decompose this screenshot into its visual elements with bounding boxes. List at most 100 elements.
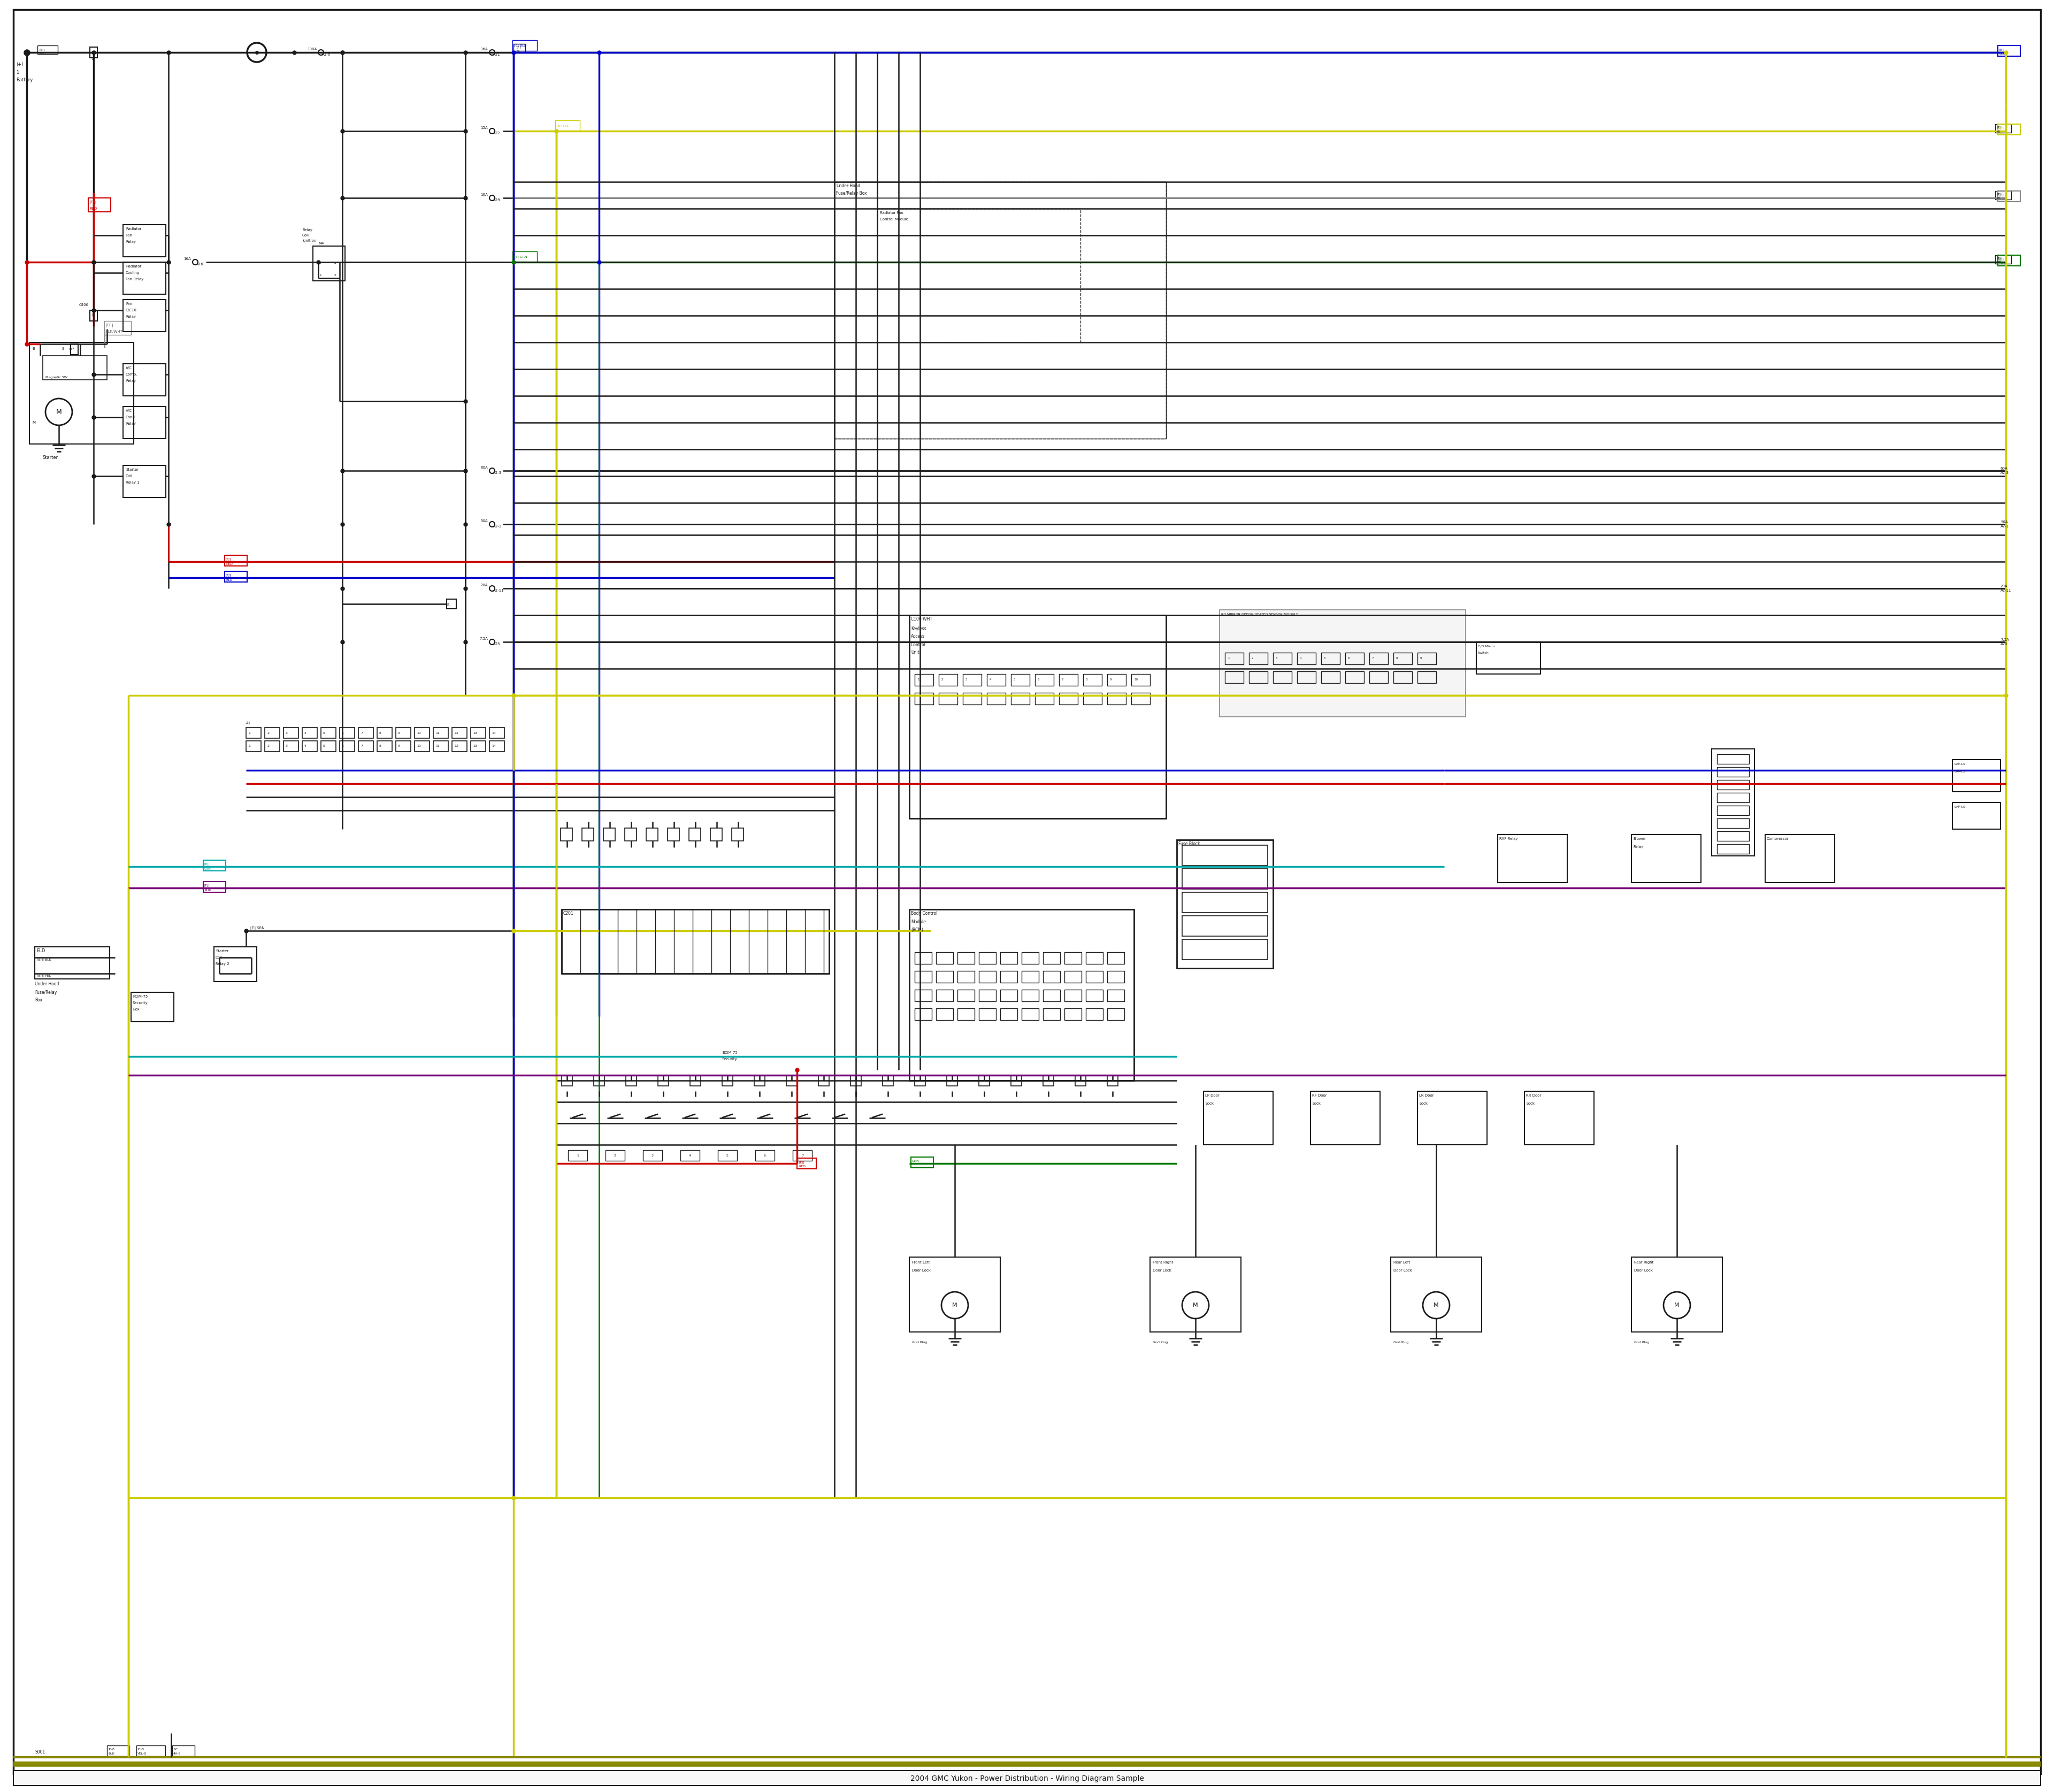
Bar [433, 740, 448, 751]
Bar [797, 1158, 815, 1168]
Bar [626, 1075, 637, 1086]
Text: PUR: PUR [203, 889, 212, 891]
Text: 7: 7 [362, 745, 364, 747]
Text: [E] YEL: [E] YEL [557, 124, 569, 127]
Text: Fuse/Relay Box: Fuse/Relay Box [836, 192, 867, 195]
Text: [EI]: [EI] [39, 48, 45, 52]
Bar [647, 828, 657, 840]
Text: A2-11: A2-11 [493, 590, 503, 591]
Bar [604, 828, 614, 840]
Bar [1717, 806, 1750, 815]
Bar [1224, 672, 1243, 683]
Bar [511, 251, 536, 262]
Bar [1064, 1009, 1082, 1020]
Text: C201: C201 [563, 912, 573, 916]
Text: 8: 8 [380, 745, 382, 747]
Text: 13: 13 [472, 731, 477, 735]
Bar [246, 740, 261, 751]
Text: Radiator: Radiator [125, 265, 142, 269]
Bar [1249, 672, 1267, 683]
Bar [957, 952, 974, 964]
Text: A/C: A/C [125, 409, 131, 412]
Text: B: B [448, 604, 450, 607]
Text: LAP-LS: LAP-LS [1953, 763, 1966, 765]
Bar [1999, 192, 2021, 202]
Bar [731, 828, 744, 840]
Text: 15A: 15A [481, 125, 489, 129]
Bar [123, 224, 166, 256]
Bar [1060, 694, 1078, 704]
Text: Door Lock: Door Lock [1152, 1269, 1171, 1272]
Text: YE: YE [1996, 131, 2001, 133]
Bar [1183, 916, 1267, 935]
Text: M: M [1434, 1303, 1438, 1308]
Bar [433, 728, 448, 738]
Bar [1393, 672, 1413, 683]
Text: Control Module: Control Module [879, 217, 908, 220]
Bar [1087, 1009, 1103, 1020]
Bar [1994, 254, 2011, 263]
Bar [723, 1075, 733, 1086]
Bar [312, 246, 345, 281]
Bar [320, 740, 337, 751]
Bar [1273, 652, 1292, 665]
Bar [1150, 1256, 1241, 1331]
Text: RH MIRROR DEFOG/HEATED SENSOR MODULE: RH MIRROR DEFOG/HEATED SENSOR MODULE [1222, 613, 1298, 615]
Text: A22: A22 [493, 131, 501, 134]
Text: Radiator: Radiator [125, 228, 142, 231]
Bar [283, 740, 298, 751]
Text: 5: 5 [322, 745, 325, 747]
Text: Gnd Plug: Gnd Plug [1152, 1342, 1169, 1344]
Bar [1764, 835, 1834, 883]
Bar [446, 599, 456, 609]
Bar [1204, 1091, 1273, 1145]
Text: LAP-LS: LAP-LS [1953, 771, 1966, 772]
Text: Blower: Blower [1633, 837, 1645, 840]
Bar [246, 728, 261, 738]
Text: S001: S001 [35, 1749, 45, 1754]
Bar [1310, 1091, 1380, 1145]
Text: Box: Box [134, 1007, 140, 1011]
Text: Starter: Starter [125, 468, 138, 471]
Bar [378, 728, 392, 738]
Text: 10: 10 [417, 731, 421, 735]
Text: Battery: Battery [16, 77, 33, 82]
Bar [1060, 674, 1078, 686]
Bar [910, 1158, 933, 1168]
Bar [14, 1770, 2040, 1785]
Bar [1107, 952, 1124, 964]
Text: PCIM-75: PCIM-75 [134, 995, 148, 998]
Bar [1043, 1075, 1054, 1086]
Bar [657, 1075, 670, 1086]
Bar [980, 1075, 990, 1086]
Text: Under Hood: Under Hood [35, 982, 60, 987]
Text: 16A: 16A [481, 48, 489, 50]
Text: 5: 5 [727, 1154, 729, 1158]
Bar [1021, 952, 1039, 964]
Bar [834, 181, 1167, 439]
Bar [914, 694, 933, 704]
Bar [963, 674, 982, 686]
Bar [680, 1150, 700, 1161]
Text: 7.5A
A25: 7.5A A25 [2001, 638, 2009, 645]
Text: 9: 9 [398, 745, 401, 747]
Bar [1011, 674, 1029, 686]
Text: M: M [1674, 1303, 1680, 1308]
Text: 6: 6 [341, 731, 343, 735]
Bar [1417, 1091, 1487, 1145]
Text: BLU: BLU [1999, 52, 2005, 56]
Bar [643, 1150, 661, 1161]
Bar [1717, 767, 1750, 776]
Bar [1087, 971, 1103, 982]
Text: M: M [33, 421, 35, 425]
Text: BL: BL [516, 50, 520, 52]
Bar [88, 197, 111, 211]
Text: Relay: Relay [125, 423, 136, 425]
Bar [1391, 1256, 1481, 1331]
Text: Door Lock: Door Lock [1635, 1269, 1653, 1272]
Bar [1183, 892, 1267, 912]
Bar [107, 1745, 129, 1756]
Text: Security: Security [134, 1002, 148, 1005]
Text: M4: M4 [318, 242, 325, 246]
Text: 11: 11 [435, 731, 440, 735]
